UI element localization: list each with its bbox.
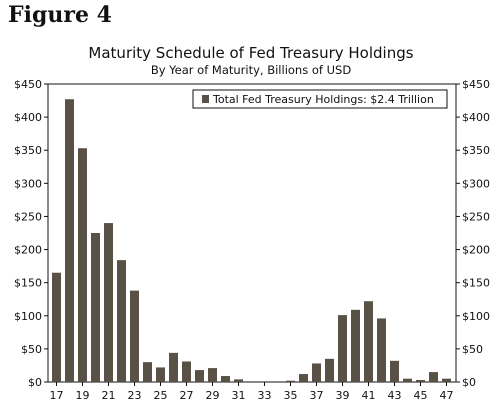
y-tick-label-right: $200	[462, 244, 490, 257]
y-axis-left: $0 $50 $100 $150 $200 $250 $300 $350 $400 $450	[14, 78, 48, 389]
x-tick-label: 45	[414, 389, 428, 402]
bar-43	[390, 360, 399, 382]
x-tick-label: 31	[232, 389, 246, 402]
x-tick-label: 47	[440, 389, 454, 402]
bar-18	[65, 99, 74, 382]
x-tick-label: 29	[206, 389, 220, 402]
bar-25	[156, 367, 165, 382]
x-tick-label: 27	[180, 389, 194, 402]
x-tick-label: 39	[336, 389, 350, 402]
y-tick-label-left: $400	[14, 111, 42, 124]
bar-42	[377, 318, 386, 382]
bar-31	[234, 379, 243, 382]
plot-frame	[47, 83, 457, 383]
x-tick-label: 37	[310, 389, 324, 402]
bar-28	[195, 370, 204, 382]
bar-38	[325, 358, 334, 382]
bar-30	[221, 376, 230, 382]
bar-41	[364, 301, 373, 382]
y-axis-right: $0 $50 $100 $150 $200 $250 $300 $350 $400 $450	[456, 78, 490, 389]
y-tick-label-left: $350	[14, 144, 42, 157]
y-tick-label-left: $200	[14, 244, 42, 257]
x-tick-label: 21	[102, 389, 116, 402]
x-tick-label: 23	[128, 389, 142, 402]
bar-27	[182, 361, 191, 382]
bar-47	[442, 378, 451, 382]
y-tick-label-left: $250	[14, 210, 42, 223]
bar-40	[351, 309, 360, 382]
bar-26	[169, 352, 178, 382]
bar-46	[429, 372, 438, 382]
bar-24	[143, 362, 152, 382]
bar-17	[52, 272, 61, 382]
x-tick-label: 33	[258, 389, 272, 402]
y-tick-label-right: $300	[462, 177, 490, 190]
bar-39	[338, 315, 347, 382]
chart-title: Maturity Schedule of Fed Treasury Holdin…	[88, 44, 413, 62]
y-tick-label-right: $450	[462, 78, 490, 91]
bar-19	[78, 148, 87, 382]
bar-29	[208, 368, 217, 382]
y-tick-label-right: $350	[462, 144, 490, 157]
figure-label: Figure 4	[8, 2, 112, 28]
legend-swatch	[202, 95, 209, 103]
y-tick-label-left: $300	[14, 177, 42, 190]
y-tick-label-right: $400	[462, 111, 490, 124]
bars	[52, 99, 451, 382]
bar-20	[91, 233, 100, 382]
y-tick-label-left: $50	[21, 343, 42, 356]
x-tick-label: 35	[284, 389, 298, 402]
bar-22	[117, 260, 126, 382]
x-tick-label: 41	[362, 389, 376, 402]
x-axis: 17 19 21 23 25 27 29 31 33 35 37 39 41 43 45 47	[50, 382, 454, 402]
x-tick-label: 25	[154, 389, 168, 402]
y-tick-label-right: $150	[462, 277, 490, 290]
bar-35	[286, 380, 295, 382]
bar-21	[104, 223, 113, 382]
x-tick-label: 17	[50, 389, 64, 402]
bar-23	[130, 290, 139, 382]
y-tick-label-right: $0	[462, 376, 476, 389]
y-tick-label-right: $50	[462, 343, 483, 356]
bar-44	[403, 378, 412, 382]
legend: Total Fed Treasury Holdings: $2.4 Trilli…	[192, 89, 448, 109]
x-tick-label: 19	[76, 389, 90, 402]
y-tick-label-left: $0	[28, 376, 42, 389]
y-tick-label-left: $450	[14, 78, 42, 91]
bar-37	[312, 363, 321, 382]
legend-label: Total Fed Treasury Holdings: $2.4 Trilli…	[212, 93, 434, 106]
y-tick-label-right: $250	[462, 210, 490, 223]
bar-45	[416, 380, 425, 382]
chart-subtitle: By Year of Maturity, Billions of USD	[151, 63, 352, 77]
y-tick-label-left: $100	[14, 310, 42, 323]
bar-36	[299, 374, 308, 382]
legend-box	[192, 89, 448, 109]
x-tick-label: 43	[388, 389, 402, 402]
y-tick-label-left: $150	[14, 277, 42, 290]
y-tick-label-right: $100	[462, 310, 490, 323]
